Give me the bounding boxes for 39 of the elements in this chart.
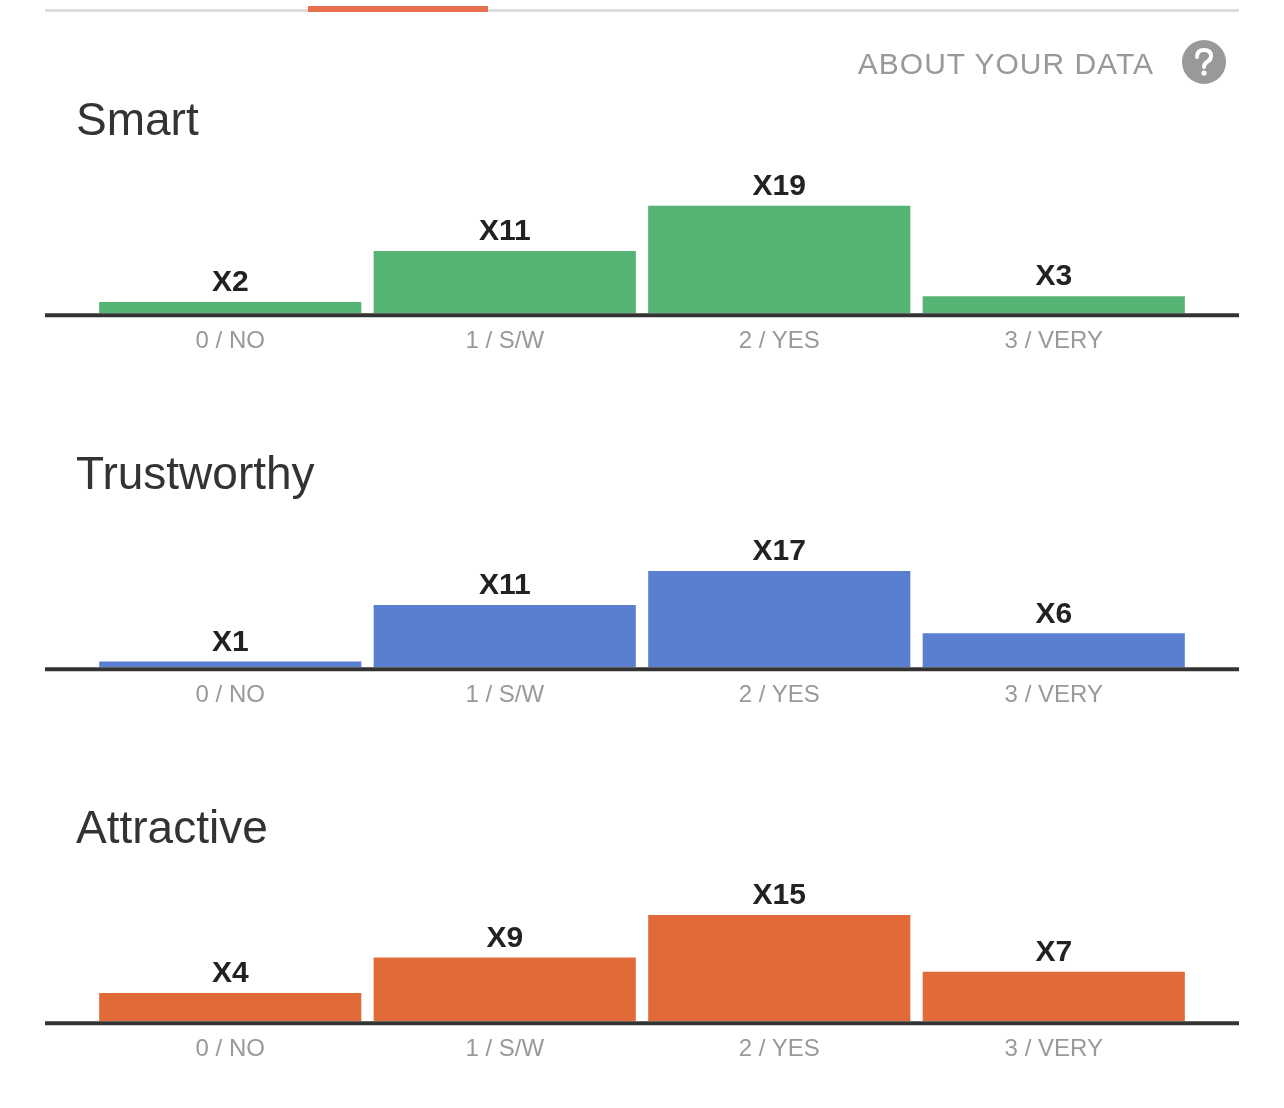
bar [648, 570, 911, 668]
bar [99, 992, 362, 1022]
bar [373, 250, 636, 314]
data-label: X2 [211, 264, 249, 298]
bar [648, 915, 911, 1022]
data-label: X7 [1035, 933, 1073, 967]
x-tick-label: 2 / YES [738, 326, 820, 354]
chart-title: Attractive [76, 800, 268, 854]
chart-title: Trustworthy [76, 446, 315, 500]
data-label: X17 [752, 533, 806, 567]
x-tick-label: 3 / VERY [1004, 326, 1103, 354]
x-tick-label: 2 / YES [738, 1034, 820, 1062]
data-label: X11 [478, 213, 531, 247]
data-label: X11 [478, 567, 531, 601]
data-label: X9 [486, 919, 524, 953]
text: ABOUT YOUR DATA [857, 47, 1154, 81]
x-tick-label: 3 / VERY [1004, 680, 1103, 708]
x-tick-label: 1 / S/W [465, 1034, 545, 1062]
bar [648, 205, 911, 314]
x-tick-label: 0 / NO [195, 326, 265, 354]
chart-title: Smart [76, 92, 199, 146]
data-label: X19 [752, 167, 806, 201]
x-tick-label: 0 / NO [195, 680, 265, 708]
data-label: X15 [752, 877, 806, 911]
x-tick-label: 0 / NO [195, 1034, 265, 1062]
x-tick-label: 3 / VERY [1004, 1034, 1103, 1062]
x-tick-label: 1 / S/W [465, 680, 545, 708]
data-label: X3 [1035, 258, 1073, 292]
x-tick-label: 2 / YES [738, 680, 820, 708]
data-label: X1 [211, 623, 249, 657]
data-label: X6 [1035, 595, 1073, 629]
bar [922, 296, 1185, 314]
bar [373, 604, 636, 668]
bar [99, 301, 362, 314]
data-label: X4 [211, 955, 249, 989]
bar [373, 957, 636, 1022]
bar [922, 971, 1185, 1022]
bar [922, 633, 1185, 668]
x-tick-label: 1 / S/W [465, 326, 545, 354]
